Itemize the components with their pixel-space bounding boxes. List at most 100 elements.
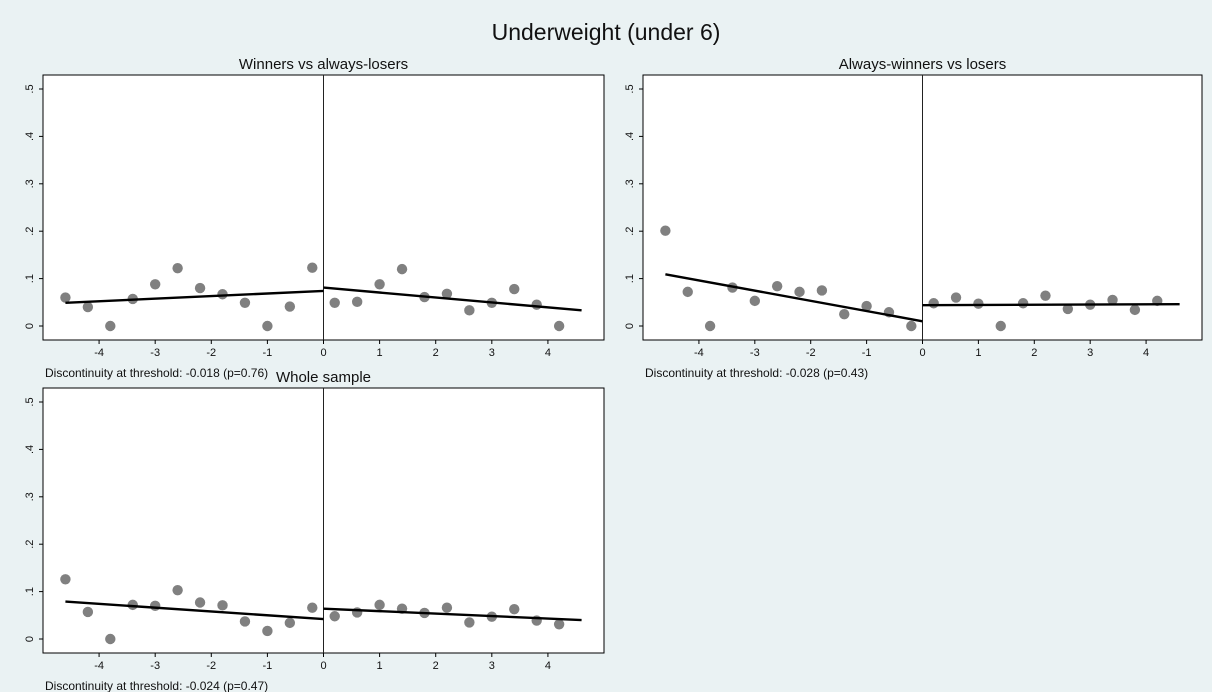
- data-point: [374, 279, 385, 290]
- chart-panel-1: Winners vs always-losers 0 .1 .2 .3 .4 .5 -4 -3 -…: [24, 56, 605, 380]
- discontinuity-note: Discontinuity at threshold: -0.024 (p=0.…: [45, 679, 268, 692]
- data-point: [553, 619, 565, 630]
- data-point: [441, 602, 453, 613]
- x-tick-label: -4: [94, 660, 104, 672]
- y-tick-label: .1: [24, 587, 36, 596]
- x-tick-label: 2: [433, 660, 439, 672]
- x-tick-label: 2: [433, 347, 439, 359]
- y-tick-label: .5: [24, 84, 36, 93]
- data-point: [682, 286, 693, 298]
- data-point: [531, 299, 542, 310]
- x-tick-label: 1: [377, 660, 383, 672]
- x-tick-label: 1: [975, 347, 981, 359]
- data-point: [553, 320, 565, 332]
- data-point: [973, 298, 984, 309]
- data-point: [816, 285, 828, 296]
- y-tick-label: 0: [624, 323, 636, 329]
- x-tick-label: -3: [750, 347, 760, 359]
- data-point: [239, 616, 251, 627]
- data-point: [509, 283, 520, 295]
- x-tick-label: -2: [806, 347, 816, 359]
- data-point: [839, 308, 850, 320]
- data-point: [194, 597, 206, 608]
- x-tick-label: -4: [94, 347, 104, 359]
- data-point: [1040, 290, 1051, 301]
- data-point: [660, 225, 671, 236]
- x-tick-label: 0: [320, 347, 326, 359]
- data-point: [509, 603, 520, 615]
- fit-line-right: [323, 607, 582, 622]
- y-tick-label: .4: [24, 132, 36, 141]
- data-point: [396, 263, 408, 275]
- data-point: [149, 600, 161, 612]
- data-point: [906, 320, 917, 332]
- y-tick-label: .3: [24, 492, 36, 501]
- data-point: [217, 600, 228, 611]
- panels: Winners vs always-losers 0 .1 .2 .3 .4 .5 -4 -3 -…: [24, 56, 1203, 692]
- data-point: [194, 282, 206, 294]
- y-tick-label: .1: [24, 274, 36, 283]
- x-tick-label: -3: [150, 660, 160, 672]
- discontinuity-note: Discontinuity at threshold: -0.028 (p=0.…: [645, 366, 868, 380]
- data-point: [995, 320, 1006, 332]
- data-point: [82, 606, 94, 618]
- figure-title: Underweight (under 6): [492, 19, 721, 45]
- panel-title: Whole sample: [276, 369, 371, 386]
- data-point: [239, 297, 251, 308]
- x-tick-label: -1: [862, 347, 872, 359]
- y-tick-label: .1: [624, 274, 636, 283]
- data-point: [284, 617, 296, 629]
- x-tick-label: 4: [1143, 347, 1149, 359]
- data-point: [329, 611, 340, 622]
- data-point: [262, 320, 273, 332]
- x-tick-label: -2: [206, 347, 216, 359]
- data-point: [1129, 304, 1141, 316]
- data-point: [329, 297, 340, 308]
- y-tick-label: .5: [24, 397, 36, 406]
- fit-line-left: [665, 273, 923, 323]
- data-point: [464, 305, 475, 316]
- data-point: [351, 296, 363, 308]
- y-tick-label: 0: [24, 636, 36, 642]
- fit-line-left: [65, 289, 324, 304]
- x-tick-label: 0: [320, 660, 326, 672]
- discontinuity-note: Discontinuity at threshold: -0.018 (p=0.…: [45, 366, 268, 380]
- y-tick-label: .4: [24, 445, 36, 454]
- data-point: [149, 279, 161, 290]
- data-point: [374, 599, 385, 611]
- y-tick-label: .2: [24, 227, 36, 236]
- data-point: [771, 280, 783, 292]
- data-point: [928, 298, 939, 309]
- data-point: [307, 262, 318, 273]
- data-point: [794, 286, 805, 298]
- x-tick-label: -2: [206, 660, 216, 672]
- fit-line-left: [65, 600, 324, 621]
- data-point: [60, 292, 71, 303]
- data-point: [172, 584, 183, 596]
- x-tick-label: 3: [1087, 347, 1093, 359]
- x-tick-label: 2: [1031, 347, 1037, 359]
- data-point: [284, 301, 296, 312]
- data-point: [307, 602, 318, 613]
- data-point: [105, 320, 116, 332]
- y-tick-label: .4: [624, 132, 636, 141]
- data-point: [950, 292, 962, 303]
- y-tick-label: .3: [24, 179, 36, 188]
- x-tick-label: -4: [694, 347, 704, 359]
- y-tick-label: 0: [24, 323, 36, 329]
- panel-title: Always-winners vs losers: [839, 56, 1007, 73]
- panel-title: Winners vs always-losers: [239, 56, 408, 73]
- data-point: [1017, 298, 1029, 309]
- data-point: [749, 295, 761, 307]
- data-point: [704, 320, 716, 332]
- data-point: [82, 301, 94, 313]
- chart-panel-3: Whole sample 0 .1 .2 .3 .4 .5 -4 -3 -2 -1 0 1 2 3 4 Disc…: [24, 369, 605, 692]
- data-point: [1107, 294, 1118, 306]
- data-point: [441, 288, 453, 299]
- x-tick-label: 3: [489, 347, 495, 359]
- x-tick-label: -1: [263, 347, 273, 359]
- y-tick-label: .5: [624, 84, 636, 93]
- data-point: [172, 262, 183, 274]
